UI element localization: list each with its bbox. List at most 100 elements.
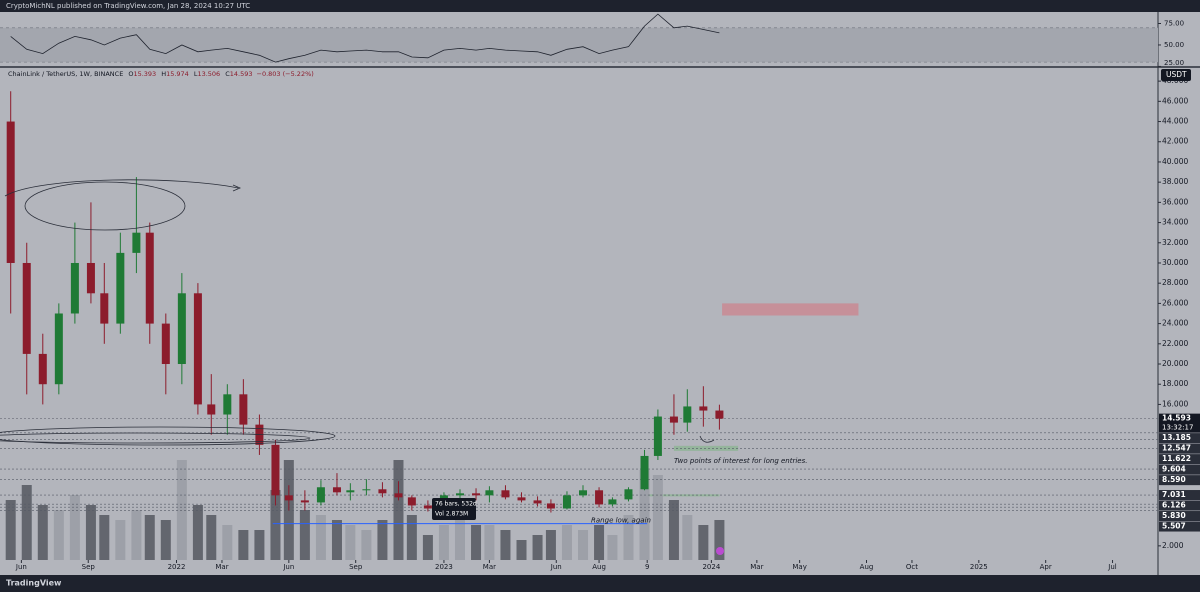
legend-item: L [194, 70, 198, 78]
y-tick-label: 2.000 [1162, 541, 1184, 550]
price-label: 6.126 [1162, 501, 1186, 510]
volume-bar [345, 525, 356, 560]
candle-body [86, 262, 95, 294]
volume-bar [69, 495, 80, 560]
y-tick-label: 30.000 [1162, 258, 1188, 267]
price-label: 13.185 [1162, 433, 1191, 442]
footer-brand: TradingView [6, 579, 62, 588]
candle-body [22, 262, 31, 354]
volume-bar [561, 525, 572, 560]
volume-bar [438, 525, 449, 560]
volume-bar [5, 500, 16, 560]
y-tick-label: 24.000 [1162, 319, 1188, 328]
volume-bar [668, 500, 679, 560]
y-tick-label: 20.000 [1162, 359, 1188, 368]
annotation: Range low, again [591, 517, 651, 525]
candle-body [683, 406, 692, 423]
volume-bar [516, 540, 527, 560]
x-tick-label: Apr [1040, 563, 1052, 571]
x-tick-label: Sep [349, 563, 363, 571]
legend-item: C [225, 70, 230, 78]
volume-bar [192, 505, 203, 560]
y-tick-label: 26.000 [1162, 298, 1188, 307]
x-tick-label: Jun [550, 563, 562, 571]
price-label-box [1159, 511, 1200, 522]
volume-bar [422, 535, 433, 560]
measure-box [432, 498, 476, 520]
volume-bar [160, 520, 171, 560]
legend-item: 13.506 [197, 70, 220, 78]
volume-bar [176, 460, 187, 560]
candle-body [177, 293, 186, 365]
candle-body [378, 489, 387, 494]
rsi-tick-label: 50.00 [1164, 41, 1184, 49]
volume-bar [361, 530, 372, 560]
candle-body [362, 489, 371, 491]
drawn-ellipse [24, 181, 186, 231]
volume-bar [222, 525, 233, 560]
y-tick-label: 46.000 [1162, 96, 1188, 105]
candle-body [271, 444, 280, 496]
price-label: 5.507 [1162, 522, 1186, 531]
measure-volume: Vol 2.873M [435, 511, 468, 518]
candle-body [579, 490, 588, 496]
zone [673, 445, 739, 451]
volume-bar [144, 515, 155, 560]
price-label: 7.031 [1162, 490, 1186, 499]
x-tick-label: 2025 [970, 563, 988, 571]
candle-body [624, 489, 633, 500]
candle-body [316, 487, 325, 503]
volume-bar [578, 530, 589, 560]
currency-box [1161, 69, 1191, 81]
volume-bar [53, 510, 64, 560]
legend-item: −0.803 (−5.22%) [257, 70, 314, 78]
volume-bar [131, 510, 142, 560]
price-label-box [1159, 490, 1200, 501]
price-label-box [1159, 521, 1200, 532]
legend-item: O [128, 70, 133, 78]
volume-bar [377, 520, 388, 560]
volume-bar [652, 475, 663, 560]
volume-bar [682, 515, 693, 560]
event-icon[interactable] [716, 547, 724, 555]
candle-body [223, 394, 232, 415]
candle-body [653, 416, 662, 456]
volume-bar [238, 530, 249, 560]
volume-bar [254, 530, 265, 560]
x-tick-label: Mar [750, 563, 763, 571]
price-label: 9.604 [1162, 465, 1186, 474]
candle-body [669, 416, 678, 423]
measure-bars: 76 bars, 532d [435, 501, 477, 508]
legend-item: 14.593 [230, 70, 253, 78]
volume-bar [206, 515, 217, 560]
x-tick-label: Jun [15, 563, 27, 571]
candle-body [472, 493, 481, 496]
candle-body [533, 500, 542, 504]
price-label: 12.547 [1162, 444, 1191, 453]
volume-bar [623, 515, 634, 560]
candle-body [595, 490, 604, 505]
legend-item: H [161, 70, 166, 78]
candle-body [284, 495, 293, 501]
y-tick-label: 40.000 [1162, 157, 1188, 166]
candle-body [207, 404, 216, 415]
rsi-tick-label: 75.00 [1164, 20, 1184, 28]
volume-bar [99, 515, 110, 560]
volume-bar [607, 535, 618, 560]
volume-bar [406, 515, 417, 560]
volume-bar [698, 525, 709, 560]
price-label: 5.830 [1162, 511, 1186, 520]
candle-body [145, 232, 154, 324]
volume-bar [545, 530, 556, 560]
candle-body [38, 353, 47, 385]
candle-body [239, 394, 248, 425]
arrow-head [232, 184, 242, 192]
x-tick-label: 2023 [435, 563, 453, 571]
price-label: 8.590 [1162, 475, 1186, 484]
volume-bar [393, 460, 404, 560]
candle-body [455, 493, 464, 496]
x-tick-label: 2022 [168, 563, 186, 571]
candle-body [562, 495, 571, 509]
